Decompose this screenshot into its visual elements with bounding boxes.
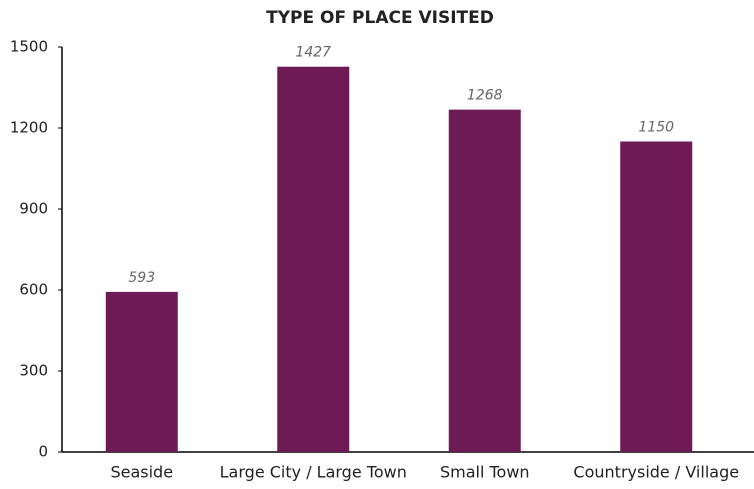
data-label: 1427 [295, 45, 331, 61]
y-tick-label: 1500 [10, 38, 48, 56]
bar [105, 291, 178, 452]
y-tick-label: 1200 [10, 119, 48, 137]
y-tick-label: 0 [38, 443, 48, 461]
bar [448, 109, 521, 452]
bar [620, 141, 693, 452]
x-tick-label: Countryside / Village [573, 463, 739, 482]
data-label: 1268 [467, 88, 503, 104]
y-tick-label: 600 [19, 281, 48, 299]
data-label: 1150 [638, 120, 674, 136]
y-tick-label: 900 [19, 200, 48, 218]
chart-title: TYPE OF PLACE VISITED [266, 8, 494, 28]
x-tick-label: Large City / Large Town [220, 463, 407, 482]
data-label: 593 [128, 270, 155, 286]
x-tick-label: Seaside [110, 463, 173, 482]
x-tick-label: Small Town [440, 463, 530, 482]
y-tick-label: 300 [19, 362, 48, 380]
bar [277, 66, 350, 453]
